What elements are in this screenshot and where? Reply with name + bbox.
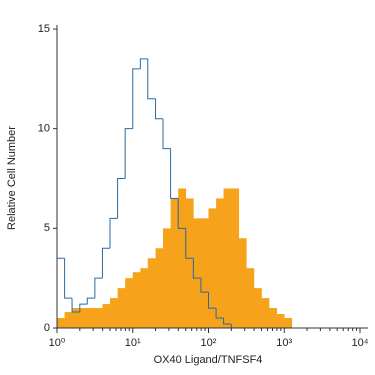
outline-step [208, 292, 217, 309]
bar [193, 218, 202, 328]
outline-step [79, 303, 88, 313]
bar [102, 304, 111, 328]
bar [253, 288, 262, 328]
outline-step [185, 228, 194, 259]
outline-step [177, 198, 186, 229]
x-tick-label: 10⁴ [352, 337, 369, 349]
outline-step [215, 308, 224, 319]
bar [208, 208, 217, 328]
outline-step [124, 128, 133, 179]
x-tick-label: 10² [201, 337, 217, 349]
bar [269, 308, 277, 328]
bar [147, 258, 156, 328]
bar [72, 308, 81, 328]
outline-step [139, 58, 148, 69]
bar [261, 298, 270, 328]
x-axis-label: OX40 Ligand/TNFSF4 [154, 354, 263, 366]
outline-step [162, 118, 171, 150]
bar [57, 318, 65, 328]
bar [246, 268, 255, 328]
outline-step [147, 58, 156, 100]
bar [178, 188, 187, 328]
outline-step [117, 178, 126, 219]
x-tick-label: 10⁰ [49, 337, 66, 349]
bar [216, 198, 224, 328]
bar [284, 318, 293, 328]
bar [125, 278, 134, 328]
bar [185, 198, 194, 328]
outline-step [223, 318, 232, 325]
bar [132, 272, 141, 328]
bar [231, 188, 240, 328]
outline-step [94, 277, 103, 299]
outline-step [56, 257, 65, 328]
bar [140, 268, 149, 328]
y-tick-label: 5 [44, 222, 50, 234]
bar [223, 188, 232, 328]
bar [79, 308, 88, 328]
x-tick-label: 10¹ [125, 337, 141, 349]
bar [87, 308, 96, 328]
bar [155, 248, 164, 328]
bar [117, 288, 126, 328]
x-tick-label: 10³ [276, 337, 292, 349]
y-tick-label: 10 [38, 123, 50, 135]
bar [276, 314, 285, 328]
y-tick-label: 0 [44, 322, 50, 334]
outline-step [132, 68, 141, 129]
bar [110, 298, 118, 328]
outline-step [192, 258, 201, 279]
outline-step [109, 217, 118, 249]
outline-step [200, 278, 209, 293]
bar [200, 218, 209, 328]
outline-step [71, 298, 80, 313]
bar [94, 308, 103, 328]
outline-step [86, 297, 95, 305]
outline-step [64, 258, 73, 299]
bar [238, 238, 247, 328]
bar [170, 198, 179, 328]
outline-step [155, 98, 164, 120]
outline-step [101, 247, 111, 279]
bar [163, 228, 171, 328]
bar [64, 312, 73, 328]
y-axis-label: Relative Cell Number [6, 126, 18, 230]
outline-step [170, 148, 179, 199]
y-tick-label: 15 [38, 23, 50, 35]
